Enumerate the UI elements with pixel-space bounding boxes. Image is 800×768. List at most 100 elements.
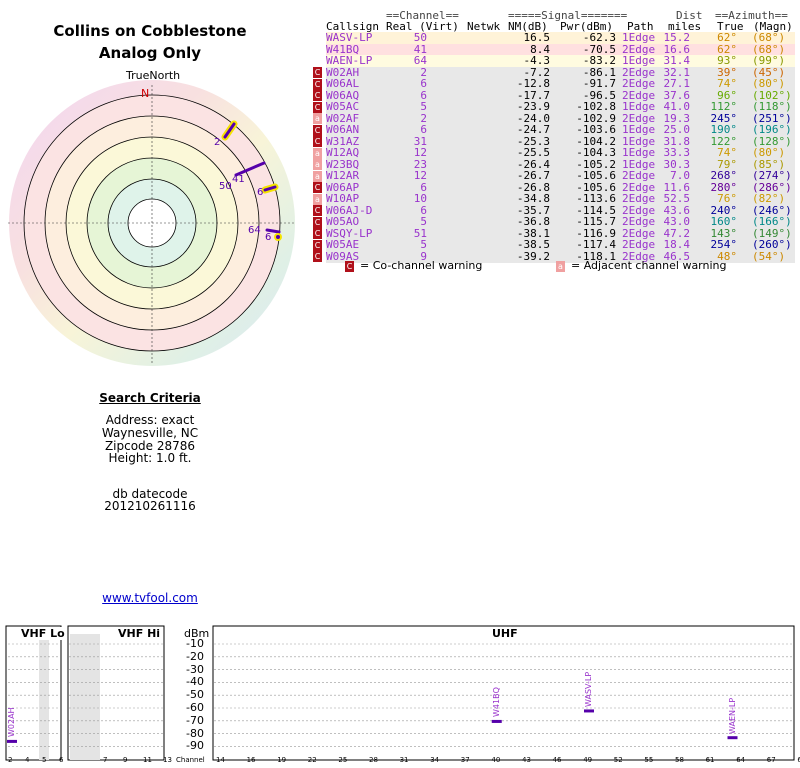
cell-miles: 47.2 [663,226,691,240]
cell-path: 2Edge [622,169,656,182]
cell-pwr: -117.4 [576,238,616,251]
cell-miles: 33.3 [663,146,691,159]
cell-magn: (196°) [752,123,792,136]
page-title-line1: Collins on Cobblestone [53,22,247,40]
cell-real: 5 [420,238,427,251]
co-channel-warning-icon: C [313,67,322,78]
cell-magn: (274°) [752,169,792,182]
col-pwr: Pwr(dBm) [560,20,613,33]
cell-magn: (251°) [752,111,792,125]
cell-nm: -39.2 [516,249,550,263]
channel-tick-label: 31 [399,756,409,764]
marker-waen [265,228,281,234]
cell-callsign: W06AN [326,123,360,136]
cell-true: 76° [717,192,737,205]
marker-label-6: 6 [257,187,263,198]
col-real-virt: Real (Virt) [386,20,459,33]
cell-pwr: -96.5 [582,88,616,102]
cell-true: 122° [710,134,738,148]
table-row: W06AN 6 -24.7 -103.6 1Edge 25.0 190° (196°) [326,124,795,136]
co-channel-warning-icon: C [313,124,322,136]
cell-true: 240° [710,203,738,217]
cell-magn: (45°) [752,65,786,79]
co-channel-warning-icon: C [313,239,322,251]
cell-pwr: -102.9 [576,111,616,125]
cell-true: 39° [717,65,737,79]
cell-callsign: W12AQ [326,146,360,159]
cell-callsign: W02AF [326,111,360,125]
cell-pwr: -104.3 [576,146,616,159]
cell-magn: (54°) [752,249,786,263]
header-azimuth-group: ==Azimuth== [715,9,788,22]
cell-callsign: W05AC [326,100,360,113]
cell-nm: -26.7 [516,169,550,182]
cell-magn: (118°) [752,100,792,113]
channel-tick-label: 14 [216,756,225,764]
cell-path: 2Edge [622,77,656,90]
channel-tick-label: 43 [522,756,531,764]
cell-miles: 32.1 [663,65,691,79]
cell-miles: 46.5 [663,249,691,263]
adjacent-channel-legend-text: = Adjacent channel warning [571,259,727,272]
cell-callsign: WAEN-LP [326,54,373,67]
vhf-hi-frame [67,625,165,761]
cell-miles: 31.8 [663,134,691,148]
search-city: Waynesville, NC [101,426,199,440]
cell-pwr: -91.7 [582,77,616,90]
marker-w02ah [223,122,236,139]
cell-pwr: -86.1 [582,65,616,79]
header-dist-group: Dist [676,9,703,22]
table-row: W10AP 10 -34.8 -113.6 2Edge 52.5 76° (82°) [326,193,795,205]
cell-nm: -7.2 [523,65,551,79]
channel-tick-label: 22 [307,756,317,764]
table-row: W31AZ 31 -25.3 -104.2 1Edge 31.8 122° (128°) [326,134,795,148]
vhf-hi-gap [70,634,100,760]
cell-path: 2Edge [622,111,656,125]
marker-label-2: 2 [214,137,220,148]
cell-pwr: -105.6 [576,169,616,182]
adjacent-channel-warning-icon: a [313,193,322,205]
dbm-tick-label: -20 [186,649,204,663]
cell-path: 2Edge [622,215,656,228]
vhf-hi-label: VHF Hi [116,627,163,640]
tvfool-link[interactable]: www.tvfool.com [102,591,198,605]
db-datecode-value: 201210261116 [104,499,196,513]
dbm-tick-label: -30 [186,662,204,676]
cell-miles: 7.0 [670,169,690,182]
dbm-tick-label: -50 [186,688,204,702]
cell-nm: -26.8 [516,180,550,194]
cell-callsign: WASV-LP [326,31,373,44]
cell-real: 50 [413,31,427,44]
cell-callsign: W10AP [326,192,360,205]
cell-miles: 16.6 [663,42,691,56]
co-channel-warning-icon: C [313,205,322,216]
dbm-label: dBm [184,627,210,640]
station-bar-label: WASV-LP [584,671,593,707]
cell-path: 2Edge [622,238,656,251]
cell-nm: 8.4 [530,42,550,56]
cell-real: 6 [420,203,427,217]
cell-real: 23 [413,157,427,171]
header-channel-group: ==Channel== [386,9,459,22]
cell-true: 268° [710,169,738,182]
cell-real: 12 [413,169,427,182]
channel-tick-label: 28 [369,756,378,764]
marker-label-50: 50 [219,181,232,192]
cell-callsign: WSQY-LP [326,226,373,240]
cell-real: 51 [413,226,427,240]
cell-pwr: -103.6 [576,123,616,136]
cell-nm: -17.7 [516,88,550,102]
cell-callsign: W02AH [326,65,360,79]
marker-w41bq [234,161,266,177]
station-bar-label: WAEN-LP [727,697,737,734]
cell-real: 6 [420,77,427,90]
channel-tick-label: 64 [736,756,746,764]
table-row: WSQY-LP 51 -38.1 -116.9 2Edge 47.2 143° (149°) [326,226,795,240]
cell-nm: -24.7 [516,123,550,136]
table-row: W06AJ-D 6 -35.7 -114.5 2Edge 43.6 240° (246°) [326,203,795,217]
cell-magn: (68°) [752,31,786,44]
table-row: W12AQ 12 -25.5 -104.3 1Edge 33.3 74° (80°) [326,147,795,159]
cell-pwr: -105.2 [576,157,616,171]
table-row: W06AP 6 -26.8 -105.6 2Edge 11.6 280° (286°) [326,180,795,194]
cell-real: 2 [420,111,427,125]
